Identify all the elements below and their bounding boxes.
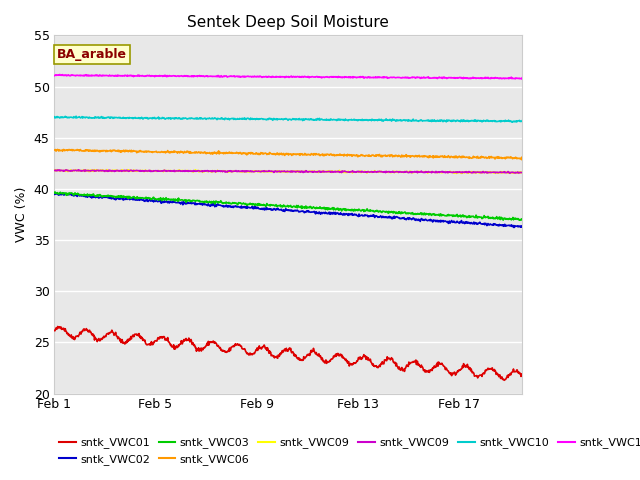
Title: Sentek Deep Soil Moisture: Sentek Deep Soil Moisture [188, 15, 389, 30]
Text: BA_arable: BA_arable [57, 48, 127, 61]
Legend: sntk_VWC01, sntk_VWC02, sntk_VWC03, sntk_VWC06, sntk_VWC09, sntk_VWC09, sntk_VWC: sntk_VWC01, sntk_VWC02, sntk_VWC03, sntk… [54, 433, 640, 469]
Y-axis label: VWC (%): VWC (%) [15, 187, 28, 242]
